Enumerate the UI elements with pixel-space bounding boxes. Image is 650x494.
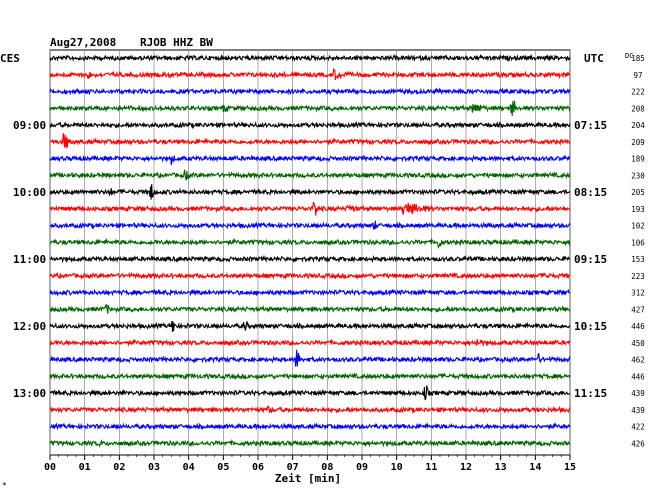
trace-row (49, 154, 571, 165)
trace-row (49, 100, 571, 117)
x-tick-label: 05 (217, 462, 229, 473)
right-timezone-label: UTC (584, 52, 604, 65)
x-tick-label: 06 (252, 462, 264, 473)
dc-value: 153 (631, 255, 645, 264)
trace-row (49, 237, 571, 250)
traces (49, 53, 571, 448)
right-time-label: 08:15 (574, 186, 607, 199)
trace-row (49, 87, 571, 96)
dc-value: 208 (631, 104, 645, 113)
dc-value: 439 (631, 389, 645, 398)
x-tick-label: 08 (321, 462, 333, 473)
trace-row (49, 338, 571, 347)
grid (49, 49, 571, 460)
trace-row (49, 405, 571, 414)
right-time-label: 09:15 (574, 253, 607, 266)
dc-value: 439 (631, 406, 645, 415)
dc-value: 450 (631, 339, 645, 348)
trace-row (49, 67, 571, 81)
dc-label: DC (625, 52, 633, 60)
dc-value: 185 (631, 54, 645, 63)
dc-value: 462 (631, 356, 645, 365)
dc-value: 446 (631, 322, 645, 331)
dc-value: 312 (631, 289, 645, 298)
left-time-label: 10:00 (13, 186, 46, 199)
x-tick-label: 00 (44, 462, 56, 473)
x-tick-label: 09 (356, 462, 368, 473)
header-station: RJOB HHZ BW (140, 36, 213, 49)
trace-row (49, 372, 571, 381)
x-tick-label: 01 (79, 462, 91, 473)
x-tick-label: 14 (529, 462, 541, 473)
trace-row (49, 303, 571, 314)
trace-row (49, 349, 571, 367)
right-time-label: 07:15 (574, 119, 607, 132)
trace-row (49, 201, 571, 216)
trace-row (49, 169, 571, 181)
x-tick-label: 02 (113, 462, 125, 473)
trace-row (49, 321, 571, 332)
dc-value: 106 (631, 238, 645, 247)
dc-value: 205 (631, 188, 645, 197)
trace-row (49, 271, 571, 281)
trace-row (49, 133, 571, 149)
trace-row (49, 288, 571, 297)
x-tick-label: 07 (287, 462, 299, 473)
dc-value: 230 (631, 171, 645, 180)
trace-row (49, 385, 571, 401)
labels: 00 01 02 03 04 05 06 07 08 09 10 11 12 13 14 15 185 97 222… (13, 54, 645, 473)
dc-value: 204 (631, 121, 645, 130)
trace-row (49, 120, 571, 130)
x-axis-label: Zeit [min] (275, 472, 341, 485)
x-tick-label: 13 (495, 462, 507, 473)
x-tick-label: 03 (148, 462, 160, 473)
dc-value: 193 (631, 205, 645, 214)
trace-row (49, 438, 571, 448)
header-date: Aug27,2008 (50, 36, 116, 49)
dc-value: 422 (631, 423, 645, 432)
dc-value: 102 (631, 222, 645, 231)
x-tick-label: 12 (460, 462, 472, 473)
dc-value: 97 (633, 71, 642, 80)
right-time-label: 11:15 (574, 387, 607, 400)
trace-row (49, 254, 571, 264)
trace-row (49, 422, 571, 431)
dc-value: 427 (631, 305, 645, 314)
right-time-label: 10:15 (574, 320, 607, 333)
left-time-label: 13:00 (13, 387, 46, 400)
dc-value: 209 (631, 138, 645, 147)
dc-value: 426 (631, 439, 645, 448)
dc-value: 223 (631, 272, 645, 281)
left-time-label: 11:00 (13, 253, 46, 266)
left-time-label: 12:00 (13, 320, 46, 333)
trace-row (49, 184, 571, 200)
trace-row (49, 53, 571, 63)
left-timezone-label: CES (0, 52, 20, 65)
dc-value: 222 (631, 88, 645, 97)
x-tick-label: 11 (425, 462, 437, 473)
dc-value: 189 (631, 155, 645, 164)
dc-value: 446 (631, 372, 645, 381)
x-tick-label: 10 (391, 462, 403, 473)
footer-mark: * (2, 481, 7, 490)
x-tick-label: 04 (183, 462, 195, 473)
trace-row (49, 220, 571, 230)
left-time-label: 09:00 (13, 119, 46, 132)
x-tick-label: 15 (564, 462, 576, 473)
